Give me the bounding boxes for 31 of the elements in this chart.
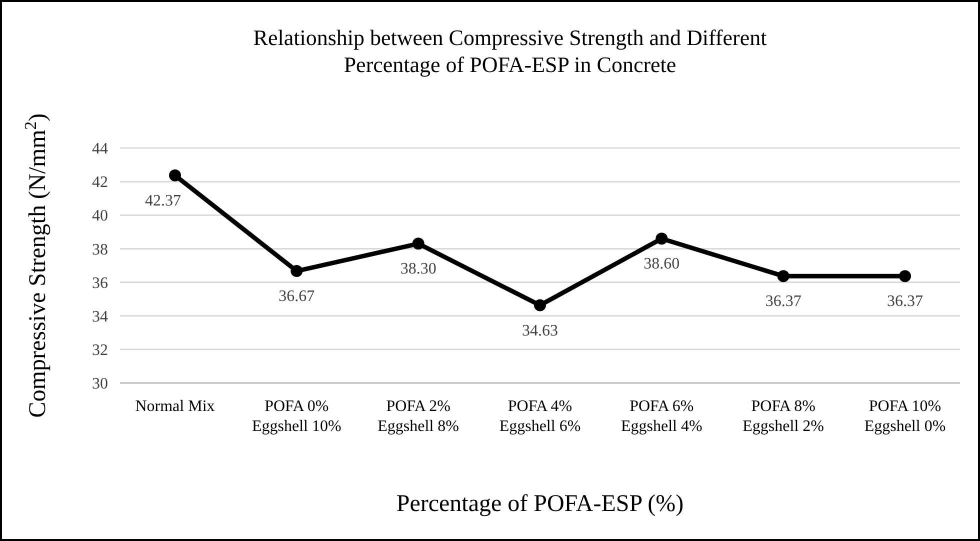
x-axis-title: Percentage of POFA-ESP (%) (396, 491, 684, 517)
data-label: 38.60 (644, 256, 680, 273)
x-tick-label: POFA 4% Eggshell 6% (499, 398, 581, 435)
point (412, 238, 424, 250)
x-tick-label: POFA 10% Eggshell 0% (864, 398, 946, 435)
y-tick-label: 38 (92, 241, 108, 258)
data-label: 42.37 (145, 192, 181, 210)
y-tick-label: 30 (92, 376, 108, 393)
x-tick-label: POFA 2% Eggshell 8% (378, 398, 459, 435)
point (169, 169, 181, 182)
x-tick-label: POFA 6% Eggshell 4% (621, 398, 702, 435)
x-tick-label: Normal Mix (135, 398, 215, 415)
chart-title: Relationship between Compressive Strength and Different Percentage of POFA-ESP in Concrete (253, 25, 767, 77)
data-label: 34.63 (522, 322, 558, 340)
y-tick-label: 44 (92, 140, 108, 158)
data-label: 38.30 (400, 260, 436, 278)
y-tick-label: 42 (92, 174, 108, 192)
point (899, 270, 911, 282)
x-tick-label: POFA 0% Eggshell 10% (252, 398, 342, 435)
data-label: 36.37 (887, 293, 923, 310)
y-tick-label: 34 (92, 308, 108, 326)
y-tick-label: 32 (92, 342, 108, 360)
point (656, 232, 668, 245)
point (290, 265, 303, 278)
point (777, 270, 790, 282)
x-tick-label: POFA 8% Eggshell 2% (742, 398, 824, 435)
data-label: 36.67 (278, 288, 315, 306)
y-tick-label: 36 (92, 274, 108, 292)
point (534, 299, 546, 312)
y-tick-label: 40 (92, 208, 108, 225)
data-label: 36.37 (765, 293, 802, 310)
